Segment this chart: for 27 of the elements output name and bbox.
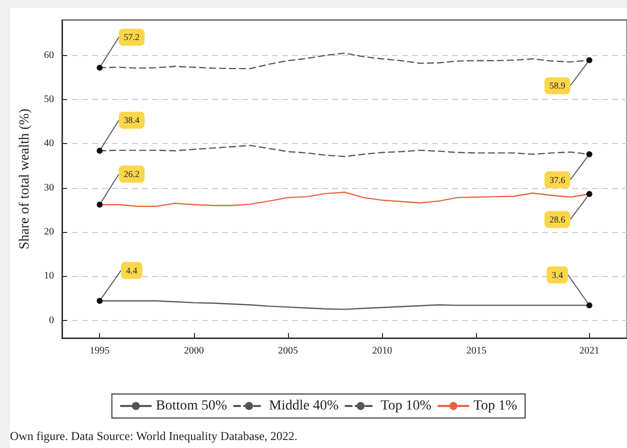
data-label: 26.2 bbox=[124, 169, 140, 180]
x-tick-label: 2010 bbox=[372, 346, 392, 356]
legend-label: Top 1% bbox=[473, 398, 518, 414]
y-tick-label: 50 bbox=[44, 94, 54, 105]
y-tick-label: 20 bbox=[44, 226, 54, 238]
data-label: 58.9 bbox=[549, 80, 566, 91]
data-label: 4.4 bbox=[126, 265, 138, 276]
x-tick-label: 2015 bbox=[466, 346, 486, 356]
legend-label: Top 10% bbox=[380, 398, 432, 414]
data-label: 28.6 bbox=[549, 214, 566, 225]
legend-label: Bottom 50% bbox=[156, 398, 228, 414]
y-tick-label: 0 bbox=[49, 314, 54, 326]
y-axis-title: Share of total wealth (%) bbox=[18, 108, 32, 250]
y-tick-label: 10 bbox=[44, 270, 54, 282]
data-label: 3.4 bbox=[552, 270, 564, 280]
x-tick-label: 2005 bbox=[278, 346, 298, 356]
legend-label: Middle 40% bbox=[269, 398, 339, 414]
x-tick-label: 2021 bbox=[579, 346, 600, 356]
text: Own figure. Data Source: World Inequality Database, 2022. bbox=[10, 429, 298, 443]
data-label: 37.6 bbox=[549, 174, 566, 185]
y-tick-label: 30 bbox=[44, 182, 54, 194]
data-label: 38.4 bbox=[124, 115, 140, 126]
data-label: 57.2 bbox=[124, 32, 140, 42]
x-tick-label: 1995 bbox=[90, 346, 110, 356]
x-tick-label: 2000 bbox=[184, 346, 204, 356]
y-tick-label: 40 bbox=[44, 138, 54, 150]
y-tick-label: 60 bbox=[44, 50, 54, 61]
